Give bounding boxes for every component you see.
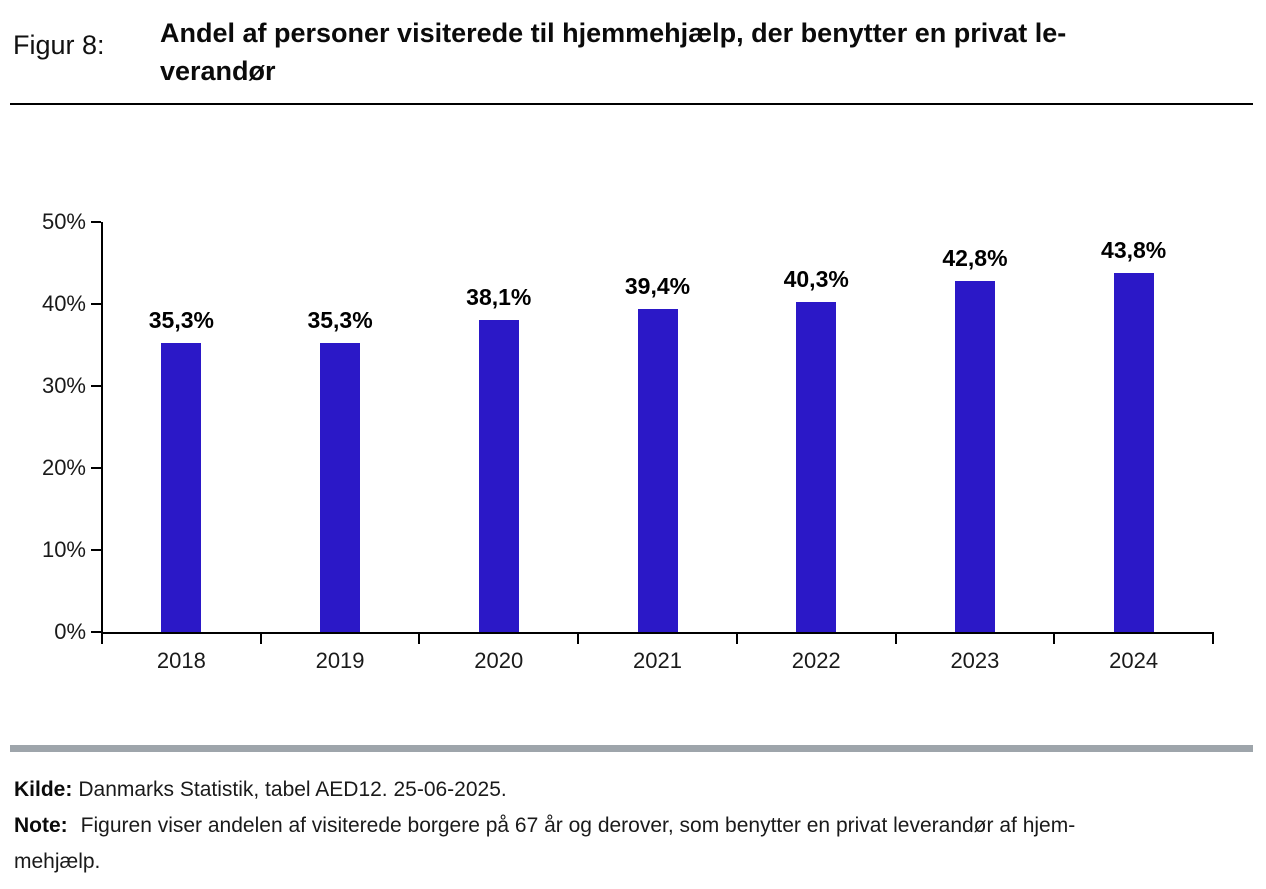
y-axis-tick <box>91 303 101 305</box>
bar-value-label: 39,4% <box>624 272 691 299</box>
x-axis-tick <box>418 633 421 644</box>
x-axis-tick <box>735 633 738 644</box>
note-text-line2: mehjælp. <box>14 850 101 873</box>
x-axis-tick <box>101 633 103 644</box>
x-axis-tick <box>1212 633 1214 644</box>
y-tick-label: 50% <box>41 209 86 234</box>
x-axis-line <box>101 632 1214 634</box>
figure-title-line2: verandør <box>160 56 276 86</box>
bar <box>637 308 678 632</box>
y-tick-label: 0% <box>54 619 86 644</box>
bar-chart: 0% 10% 20% 30% 40% 50% 35,3% 2018 35,3% 2019 38,1%… <box>41 209 1214 673</box>
y-axis-tick <box>91 549 101 551</box>
figure-title: Andel af personer visiterede til hjemmeh… <box>160 14 1255 90</box>
x-axis-tick <box>259 633 262 644</box>
bar-value-label: 35,3% <box>148 306 214 333</box>
source-label: Kilde: <box>14 778 73 801</box>
source-line: Kilde: Danmarks Statistik, tabel AED12. 2… <box>14 772 1254 808</box>
y-axis-line <box>101 222 103 634</box>
y-tick-label: 30% <box>41 373 86 398</box>
footer-separator-bar <box>10 745 1253 752</box>
x-axis-tick <box>894 633 897 644</box>
bar <box>478 319 519 632</box>
x-tick-label: 2020 <box>474 648 524 673</box>
y-axis-tick <box>91 631 101 633</box>
bar <box>1113 272 1154 632</box>
x-tick-label: 2021 <box>633 648 682 673</box>
source-text: Danmarks Statistik, tabel AED12. 25-06-2… <box>78 778 507 801</box>
note-label: Note: <box>14 814 68 837</box>
figure-title-line1: Andel af personer visiterede til hjemmeh… <box>160 18 1067 48</box>
bar <box>954 281 995 632</box>
header-rule <box>10 103 1253 105</box>
x-tick-label: 2023 <box>950 648 1000 673</box>
y-tick-label: 20% <box>41 455 86 480</box>
bar <box>796 301 837 632</box>
footer-notes: Kilde: Danmarks Statistik, tabel AED12. 2… <box>14 772 1254 880</box>
x-tick-label: 2019 <box>315 648 365 673</box>
x-tick-label: 2024 <box>1109 648 1159 673</box>
y-axis-tick <box>91 467 101 469</box>
note-line-1: Note: Figuren viser andelen af visiterede… <box>14 808 1254 844</box>
y-axis-tick <box>91 221 101 223</box>
x-axis-tick <box>1053 633 1056 644</box>
bar-value-label: 38,1% <box>466 283 532 310</box>
bar <box>161 342 202 632</box>
x-tick-label: 2018 <box>156 648 206 673</box>
bar-value-label: 43,8% <box>1101 236 1167 263</box>
y-tick-label: 10% <box>41 537 86 562</box>
x-axis-tick <box>577 633 580 644</box>
bar-value-label: 40,3% <box>783 265 849 292</box>
x-tick-label: 2022 <box>791 648 841 673</box>
bar-value-label: 35,3% <box>307 306 373 333</box>
y-tick-label: 40% <box>41 291 86 316</box>
y-axis-tick <box>91 385 101 387</box>
figure-label: Figur 8: <box>13 30 105 60</box>
bar <box>320 342 361 632</box>
note-line-2: mehjælp. <box>14 844 1254 880</box>
bar-value-label: 42,8% <box>942 245 1008 272</box>
note-text-line1: Figuren viser andelen af visiterede borg… <box>80 814 1076 837</box>
